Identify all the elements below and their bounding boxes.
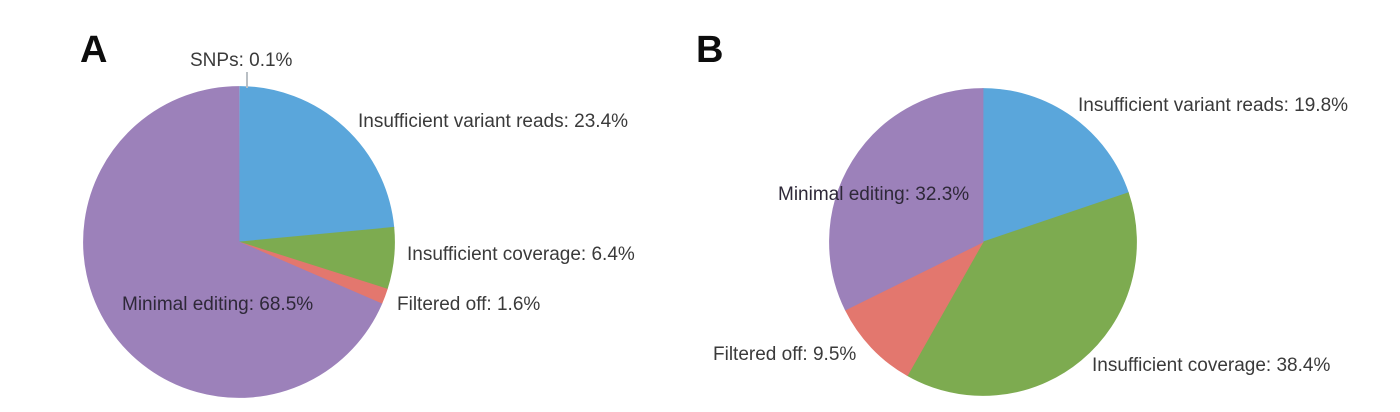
pie-chart-b bbox=[829, 88, 1137, 396]
slice-label-insufficient-variant-reads-b: Insufficient variant reads: 19.8% bbox=[1078, 95, 1349, 116]
pie-slice-insufficient-coverage bbox=[906, 192, 1137, 396]
slice-label-insufficient-coverage-a: Insufficient coverage: 6.4% bbox=[407, 244, 635, 265]
pie-chart-a bbox=[83, 86, 395, 398]
panel-a-letter: A bbox=[80, 29, 108, 71]
slice-label-minimal-editing-b: Minimal editing: 32.3% bbox=[778, 184, 970, 205]
panel-b-letter: B bbox=[696, 29, 724, 71]
slice-label-insufficient-variant-reads-a: Insufficient variant reads: 23.4% bbox=[358, 111, 629, 132]
snps-leader-line bbox=[246, 72, 248, 88]
pie-slice-minimal-editing bbox=[83, 86, 383, 398]
pie-slice-minimal-editing bbox=[829, 88, 984, 311]
slice-label-filtered-off-a: Filtered off: 1.6% bbox=[397, 294, 541, 315]
slice-label-filtered-off-b: Filtered off: 9.5% bbox=[713, 344, 857, 365]
pie-slice-filtered-off bbox=[844, 241, 984, 377]
slice-label-insufficient-coverage-b: Insufficient coverage: 38.4% bbox=[1092, 355, 1331, 376]
pie-slice-insufficient-variant-reads bbox=[238, 86, 395, 243]
slice-label-snps: SNPs: 0.1% bbox=[190, 50, 293, 71]
slice-label-minimal-editing-a: Minimal editing: 68.5% bbox=[122, 294, 314, 315]
pie-slice-insufficient-variant-reads bbox=[982, 88, 1129, 243]
